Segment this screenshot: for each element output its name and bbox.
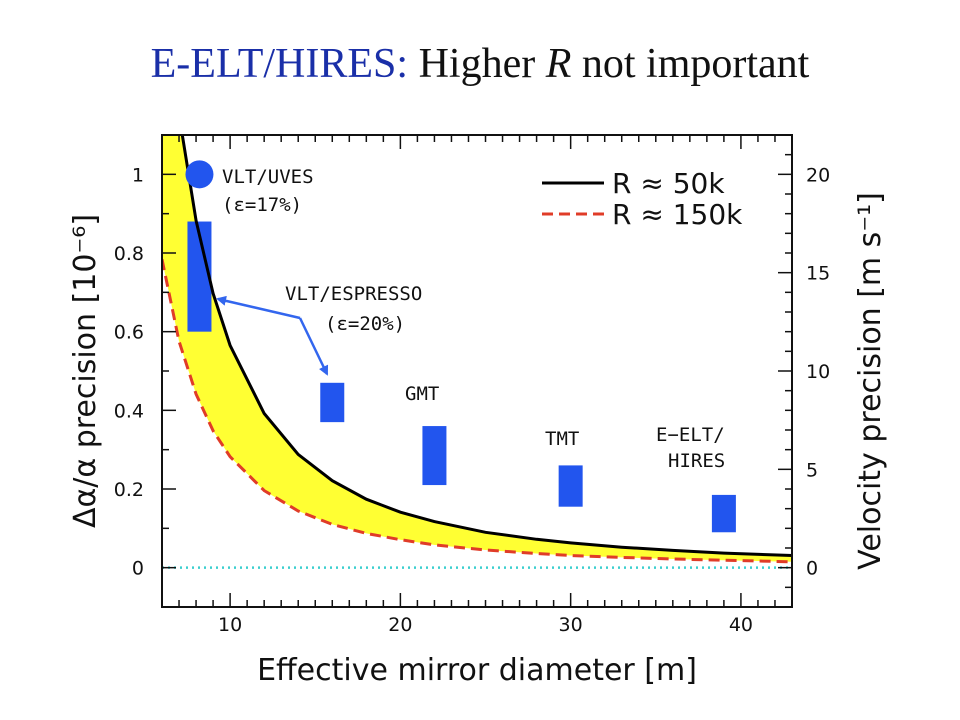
title-main: Higher xyxy=(418,41,536,87)
uves-label: VLT/UVES xyxy=(222,166,314,188)
y-right-tick-label: 20 xyxy=(806,164,830,186)
facility-sub-label: HIRES xyxy=(668,450,725,472)
facility-bar xyxy=(422,426,447,486)
x-tick-label: 40 xyxy=(729,614,753,636)
x-tick-label: 10 xyxy=(218,614,242,636)
facility-bar xyxy=(320,382,345,423)
y-left-tick-label: 0.6 xyxy=(114,322,144,344)
title-prefix: E-ELT/HIRES: xyxy=(150,41,409,87)
espresso-arrow-to-vlt xyxy=(216,295,301,320)
plot-area xyxy=(162,135,792,569)
legend-label-150k: R ≈ 150k xyxy=(612,198,743,231)
axes: 10 20 30 4000.20.40.60.8105101520Effective … xyxy=(68,134,888,688)
y-left-axis-label: Δα/α precision [10⁻⁶] xyxy=(68,214,103,528)
title-suffix: not important xyxy=(581,41,810,87)
x-tick-label: 30 xyxy=(559,614,583,636)
y-left-tick-label: 1 xyxy=(132,164,144,186)
uves-point xyxy=(185,160,214,189)
facility-label: VLT/ESPRESSO xyxy=(285,283,422,305)
facility-label: TMT xyxy=(545,428,579,450)
y-right-tick-label: 15 xyxy=(806,263,830,285)
uves-efficiency-label: (ε=17%) xyxy=(222,194,302,216)
y-left-tick-label: 0.2 xyxy=(114,479,144,501)
facility-label: GMT xyxy=(405,383,439,405)
y-left-tick-label: 0.8 xyxy=(114,243,144,265)
y-right-tick-label: 0 xyxy=(806,558,818,580)
series-line-50k xyxy=(180,135,792,557)
precision-band xyxy=(162,135,792,562)
facility-bar xyxy=(711,494,736,533)
y-left-tick-label: 0 xyxy=(132,558,144,580)
y-right-axis-label: Velocity precision [m s⁻¹] xyxy=(853,192,888,570)
x-tick-label: 20 xyxy=(388,614,412,636)
facility-bar xyxy=(558,465,583,507)
y-left-tick-label: 0.4 xyxy=(114,400,144,422)
x-axis-label: Effective mirror diameter [m] xyxy=(257,653,697,688)
facility-sub-label: (ε=20%) xyxy=(325,313,405,335)
title-variable: R xyxy=(545,41,572,87)
facility-label: E−ELT/ xyxy=(656,424,725,446)
espresso-arrow-to-bar xyxy=(298,317,329,376)
y-right-tick-label: 10 xyxy=(806,361,830,383)
slide-title: E-ELT/HIRES: Higher R not important xyxy=(0,38,960,90)
series-line-150k xyxy=(162,258,792,564)
legend-label-50k: R ≈ 50k xyxy=(612,167,725,200)
y-right-tick-label: 5 xyxy=(806,459,818,481)
